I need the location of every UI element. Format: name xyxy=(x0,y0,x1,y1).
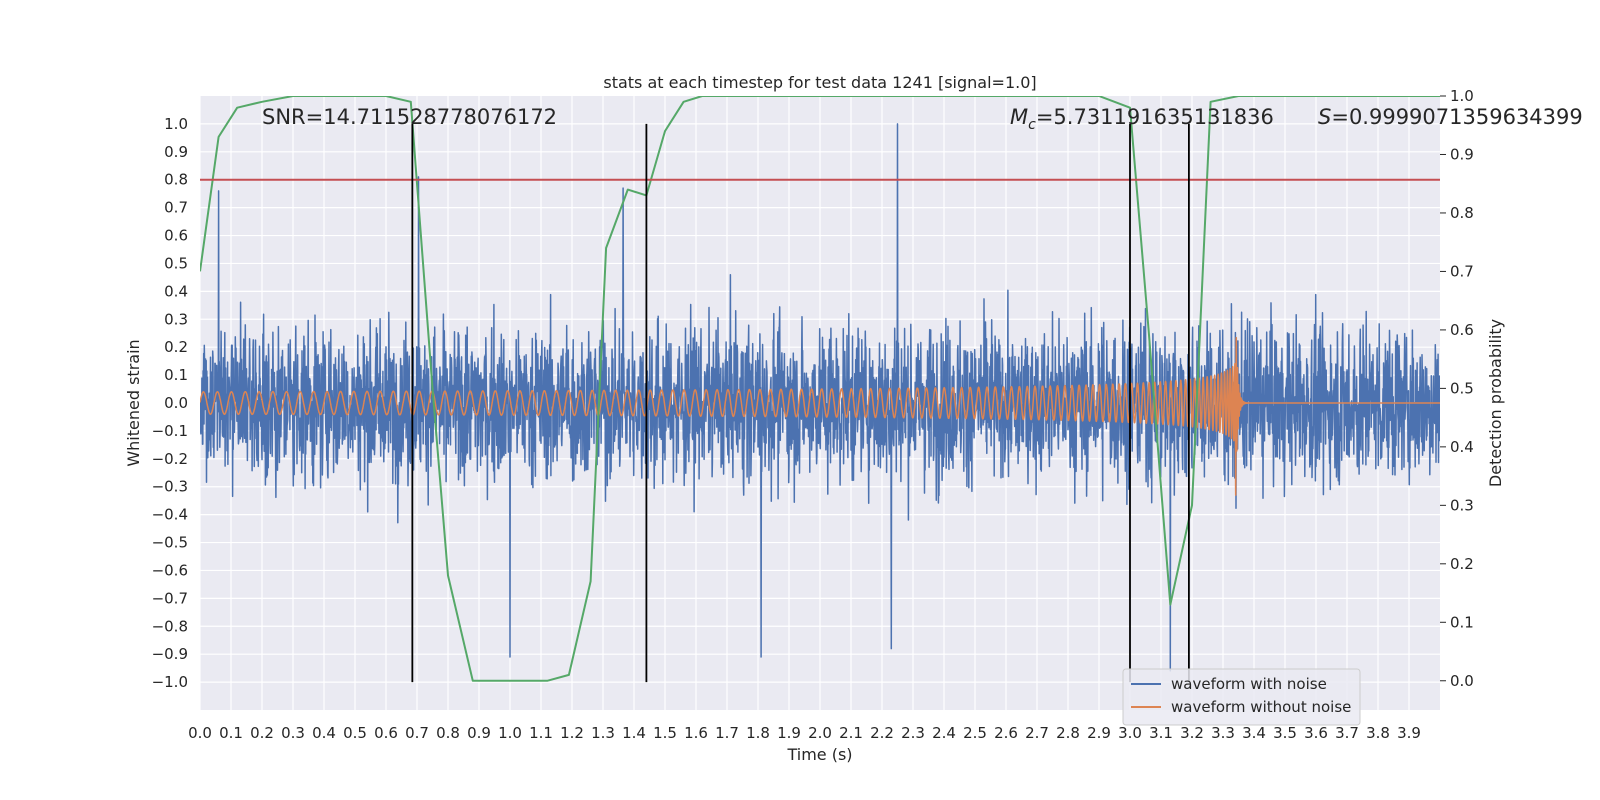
chart-title: stats at each timestep for test data 124… xyxy=(603,73,1036,92)
y-tick-label: 1.0 xyxy=(164,115,188,133)
y-tick-label: 0.0 xyxy=(164,394,188,412)
x-tick-label: 0.1 xyxy=(219,724,243,742)
right-y-tick-label: 0.5 xyxy=(1450,379,1474,397)
y-tick-label: 0.9 xyxy=(164,143,188,161)
chirp-mass-subscript: c xyxy=(1028,117,1036,133)
x-tick-label: 2.1 xyxy=(839,724,863,742)
y-tick-label: 0.8 xyxy=(164,171,188,189)
x-tick-label: 1.1 xyxy=(529,724,553,742)
y-tick-label: −1.0 xyxy=(152,673,188,691)
x-tick-label: 0.9 xyxy=(467,724,491,742)
y-tick-label: 0.5 xyxy=(164,254,188,272)
x-tick-label: 1.9 xyxy=(777,724,801,742)
x-tick-label: 2.3 xyxy=(901,724,925,742)
legend-label-noise: waveform with noise xyxy=(1171,675,1327,693)
x-tick-label: 1.8 xyxy=(746,724,770,742)
y-tick-label: −0.7 xyxy=(152,589,188,607)
right-y-axis-label: Detection probability xyxy=(1486,319,1505,487)
x-axis-label: Time (s) xyxy=(786,745,852,764)
x-tick-label: 2.9 xyxy=(1087,724,1111,742)
x-tick-label: 1.4 xyxy=(622,724,646,742)
right-y-tick-label: 0.4 xyxy=(1450,438,1474,456)
chirp-mass-value: =5.731191635131836 xyxy=(1036,105,1274,129)
y-tick-label: 0.6 xyxy=(164,227,188,245)
x-tick-label: 1.2 xyxy=(560,724,584,742)
series-layer xyxy=(200,96,1440,683)
x-tick-label: 0.8 xyxy=(436,724,460,742)
s-value: =0.9999071359634399 xyxy=(1331,105,1582,129)
y-tick-label: 0.4 xyxy=(164,282,188,300)
y-tick-label: −0.5 xyxy=(152,534,188,552)
x-tick-label: 1.7 xyxy=(715,724,739,742)
x-tick-label: 0.5 xyxy=(343,724,367,742)
y-tick-label: 0.1 xyxy=(164,366,188,384)
y-tick-label: −0.9 xyxy=(152,645,188,663)
right-y-tick-labels: 1.0 0.9 0.8 0.7 0.6 0.5 0.4 0.3 0.2 0.1 0.0 xyxy=(1440,87,1474,690)
y-tick-label: 0.7 xyxy=(164,199,188,217)
y-tick-label: −0.8 xyxy=(152,617,188,635)
x-tick-label: 0.0 xyxy=(188,724,212,742)
right-y-tick-label: 0.6 xyxy=(1450,321,1474,339)
chirp-mass-annotation: Mc=5.731191635131836 xyxy=(1010,105,1274,133)
x-tick-label: 3.8 xyxy=(1366,724,1390,742)
y-tick-labels: 1.0 0.9 0.8 0.7 0.6 0.5 0.4 0.3 0.2 0.1 0.0 −0.1 −0.… xyxy=(152,115,188,691)
y-axis-label: Whitened strain xyxy=(124,339,143,466)
legend: waveform with noise waveform without noi… xyxy=(1122,668,1361,726)
y-tick-label: −0.4 xyxy=(152,506,188,524)
s-annotation: S=0.9999071359634399 xyxy=(1318,105,1583,129)
x-tick-label: 3.0 xyxy=(1118,724,1142,742)
x-tick-label: 3.2 xyxy=(1180,724,1204,742)
x-tick-label: 3.5 xyxy=(1273,724,1297,742)
y-tick-label: −0.3 xyxy=(152,478,188,496)
x-tick-label: 0.7 xyxy=(405,724,429,742)
x-tick-label: 3.6 xyxy=(1304,724,1328,742)
right-y-tick-label: 0.3 xyxy=(1450,496,1474,514)
y-tick-label: −0.2 xyxy=(152,450,188,468)
x-tick-label: 2.7 xyxy=(1025,724,1049,742)
x-tick-label: 0.4 xyxy=(312,724,336,742)
right-y-tick-label: 0.2 xyxy=(1450,555,1474,573)
x-tick-label: 2.4 xyxy=(932,724,956,742)
x-tick-label: 1.0 xyxy=(498,724,522,742)
detection-probability-line xyxy=(200,96,1440,682)
legend-box xyxy=(1122,668,1361,726)
legend-label-clean: waveform without noise xyxy=(1171,698,1351,716)
x-tick-label: 2.5 xyxy=(963,724,987,742)
x-tick-label: 0.2 xyxy=(250,724,274,742)
y-tick-label: −0.6 xyxy=(152,561,188,579)
right-y-tick-label: 1.0 xyxy=(1450,87,1474,105)
vertical-markers xyxy=(411,123,1190,683)
right-y-tick-label: 0.7 xyxy=(1450,262,1474,280)
right-y-tick-label: 0.9 xyxy=(1450,145,1474,163)
y-tick-label: 0.3 xyxy=(164,310,188,328)
x-tick-label: 2.8 xyxy=(1056,724,1080,742)
right-y-tick-label: 0.8 xyxy=(1450,204,1474,222)
right-y-tick-label: 0.0 xyxy=(1450,672,1474,690)
x-tick-label: 1.3 xyxy=(591,724,615,742)
chirp-mass-symbol: M xyxy=(1010,105,1028,129)
right-y-tick-label: 0.1 xyxy=(1450,613,1474,631)
x-tick-label: 3.7 xyxy=(1335,724,1359,742)
x-tick-label: 2.6 xyxy=(994,724,1018,742)
y-tick-label: 0.2 xyxy=(164,338,188,356)
x-tick-label: 0.3 xyxy=(281,724,305,742)
x-tick-label: 3.1 xyxy=(1149,724,1173,742)
x-tick-label: 3.9 xyxy=(1397,724,1421,742)
x-tick-label: 0.6 xyxy=(374,724,398,742)
x-tick-label: 1.6 xyxy=(684,724,708,742)
snr-annotation: SNR=14.711528778076172 xyxy=(262,105,557,129)
x-tick-label: 3.4 xyxy=(1242,724,1266,742)
x-tick-label: 2.2 xyxy=(870,724,894,742)
x-tick-label: 3.3 xyxy=(1211,724,1235,742)
y-tick-label: −0.1 xyxy=(152,422,188,440)
s-symbol: S xyxy=(1318,105,1331,129)
x-tick-label: 1.5 xyxy=(653,724,677,742)
x-tick-labels: 0.0 0.1 0.2 0.3 0.4 0.5 0.6 0.7 0.8 0.9 1.0 1.1 1.2 1… xyxy=(188,724,1421,742)
waveform-without-noise-line xyxy=(200,336,1440,496)
x-tick-label: 2.0 xyxy=(808,724,832,742)
